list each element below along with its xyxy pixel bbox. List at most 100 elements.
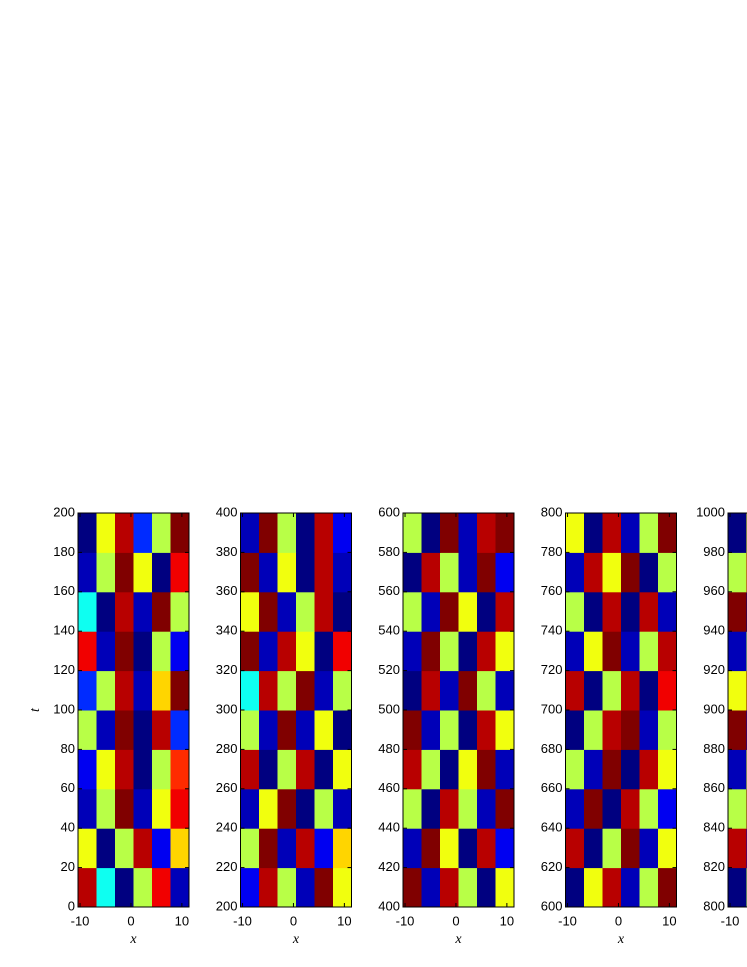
y-tick-label: 200 [216, 898, 238, 913]
heat-cell [477, 788, 496, 829]
heat-cell [477, 513, 496, 553]
heat-cell [259, 828, 278, 869]
heat-cell [259, 591, 278, 632]
heat-cell [115, 670, 134, 711]
heat-cell [458, 710, 478, 750]
heat-cell [621, 552, 640, 593]
heat-cell [477, 710, 496, 750]
heat-cell [240, 552, 260, 593]
heat-cell [133, 670, 153, 711]
heat-cell [96, 513, 116, 553]
y-tick-label: 380 [216, 544, 238, 559]
heat-cell [728, 670, 747, 711]
heat-cell [333, 867, 352, 908]
heat-cell [565, 591, 585, 632]
heat-cell [333, 670, 352, 711]
heat-cell [495, 788, 515, 829]
panel: -10 0 10 200 220 240 260 280 300 320 340 360 380 400 x [216, 504, 352, 947]
y-tick-label: 860 [703, 780, 725, 795]
heat-cell [565, 513, 585, 553]
heat-cell [259, 749, 278, 790]
heat-cell [565, 631, 585, 672]
y-tick-label: 920 [703, 662, 725, 677]
heat-cell [296, 867, 315, 908]
heat-cell [421, 591, 441, 632]
y-tick-label: 1000 [696, 504, 725, 519]
y-tick-label: 440 [378, 820, 400, 835]
heat-cell [477, 552, 496, 593]
heat-cell [259, 710, 278, 750]
heat-cell [96, 867, 116, 908]
heat-cell [333, 749, 352, 790]
y-tick-label: 340 [216, 623, 238, 638]
heat-cell [296, 552, 315, 593]
heat-cell [584, 788, 603, 829]
heat-cell [152, 513, 171, 553]
y-tick-label: 520 [378, 662, 400, 677]
heat-cell [621, 710, 640, 750]
heat-cell [333, 828, 352, 869]
heat-cell [658, 788, 677, 829]
heat-cell [565, 552, 585, 593]
heat-cell [602, 670, 622, 711]
heat-cell [477, 591, 496, 632]
heat-cell [403, 631, 422, 672]
heat-cell [240, 749, 260, 790]
heat-cell [296, 513, 315, 553]
heat-cell [259, 867, 278, 908]
heat-cell [421, 867, 441, 908]
heat-cell [296, 828, 315, 869]
heat-cell [133, 591, 153, 632]
heat-cell [240, 828, 260, 869]
heat-cell [277, 670, 297, 711]
heat-cell [584, 749, 603, 790]
heat-cell [639, 710, 659, 750]
heat-cell [170, 631, 190, 672]
heat-cell [403, 513, 422, 553]
y-tick-label: 200 [53, 504, 75, 519]
y-tick-label: 460 [378, 780, 400, 795]
y-tick-label: 660 [541, 780, 563, 795]
y-tick-label: 300 [216, 701, 238, 716]
y-tick-label: 480 [378, 741, 400, 756]
panel: -10 0 10 400 420 440 460 480 500 520 540 560 580 600 x [378, 504, 515, 947]
heat-cell [259, 631, 278, 672]
y-tick-label: 40 [61, 820, 75, 835]
heat-cell [458, 749, 478, 790]
heat-cell [403, 552, 422, 593]
y-axis-label: t [28, 707, 43, 712]
heat-cell [133, 552, 153, 593]
heat-cell [440, 710, 459, 750]
heat-cell [78, 670, 97, 711]
heat-cell [658, 710, 677, 750]
heat-cell [115, 788, 134, 829]
heat-cell [421, 788, 441, 829]
heat-cell [440, 513, 459, 553]
heat-cell [495, 749, 515, 790]
heat-cell [728, 788, 747, 829]
y-tick-label: 100 [53, 701, 75, 716]
heat-cell [458, 631, 478, 672]
heat-cell [440, 631, 459, 672]
y-tick-label: 800 [703, 898, 725, 913]
heat-cell [170, 513, 190, 553]
heat-cell [621, 788, 640, 829]
heat-cell [96, 670, 116, 711]
heat-cell [621, 591, 640, 632]
heat-cell [458, 788, 478, 829]
heat-cell [314, 591, 334, 632]
heat-cell [602, 552, 622, 593]
heat-cell [152, 788, 171, 829]
heat-cell [584, 513, 603, 553]
y-tick-label: 400 [378, 898, 400, 913]
heat-cell [477, 749, 496, 790]
heat-cell [403, 788, 422, 829]
heat-cell [658, 867, 677, 908]
heat-cell [477, 670, 496, 711]
heat-cell [78, 591, 97, 632]
heat-cell [152, 552, 171, 593]
heat-cell [658, 670, 677, 711]
heat-cell [639, 867, 659, 908]
heat-cell [565, 867, 585, 908]
heat-cell [152, 670, 171, 711]
